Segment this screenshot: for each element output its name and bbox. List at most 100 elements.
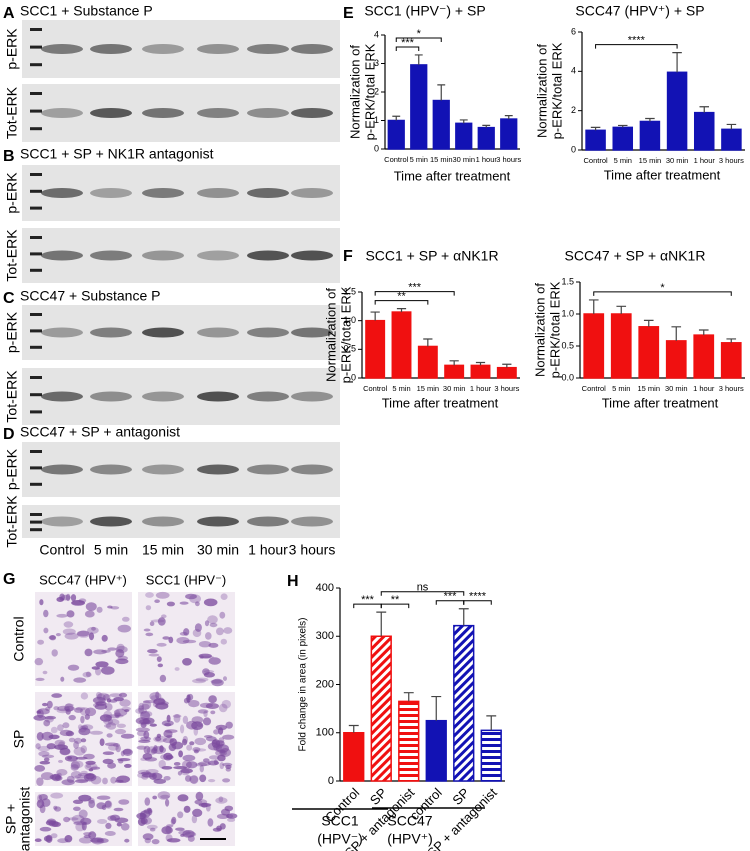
column-header: SCC47 (HPV⁺) [39, 572, 127, 587]
stained-cell [116, 822, 122, 827]
stained-cell [195, 791, 204, 801]
blot-row-label: p-ERK [4, 311, 20, 353]
stained-cell [161, 766, 173, 770]
stained-cell [46, 743, 56, 750]
row-label: Control [11, 616, 27, 661]
stained-cell [36, 710, 41, 714]
stained-cell [120, 733, 135, 739]
stained-cell [145, 605, 152, 611]
chart-title: SCC1 (HPV⁻) + SP [364, 3, 485, 19]
stained-cell [36, 732, 44, 741]
stained-cell [74, 707, 83, 713]
stained-cell [67, 664, 80, 671]
x-tick-label: 1 hour [476, 155, 498, 164]
y-tick-label: 300 [316, 630, 334, 642]
stained-cell [91, 626, 96, 631]
stained-cell [147, 649, 158, 654]
stained-cell [198, 653, 212, 659]
stained-cell [64, 705, 75, 712]
protein-band [41, 250, 83, 261]
significance-bracket [380, 591, 465, 596]
error-bar [504, 115, 513, 120]
significance-label: *** [444, 591, 458, 603]
stained-cell [118, 759, 124, 764]
bar [453, 624, 475, 782]
stained-cell [192, 628, 202, 638]
x-axis-label: Time after treatment [602, 395, 719, 410]
ladder-band [30, 252, 42, 256]
stained-cell [160, 701, 169, 706]
stained-cell [105, 822, 112, 830]
stained-cell [195, 762, 208, 767]
stained-cell [99, 738, 105, 746]
stained-cell [113, 697, 124, 702]
stained-cell [105, 722, 117, 730]
stained-cell [211, 678, 224, 687]
bar [721, 128, 742, 151]
error-bar [726, 338, 737, 343]
micrograph [35, 592, 132, 686]
stained-cell [89, 730, 103, 735]
stained-cell [104, 831, 116, 836]
lane-label: 15 min [142, 542, 184, 558]
significance-bracket [395, 37, 442, 42]
stained-cell [102, 758, 114, 765]
protein-band [197, 516, 239, 527]
y-axis-label: Fold change in area (in pixels) [298, 618, 309, 752]
lane-label: 30 min [197, 542, 239, 558]
stained-cell [208, 695, 217, 704]
protein-band [41, 44, 83, 54]
bar [432, 99, 450, 150]
stained-cell [75, 756, 88, 760]
stained-cell [54, 744, 68, 750]
stained-cell [73, 740, 79, 749]
stained-cell [154, 599, 160, 603]
blot-row-label: p-ERK [4, 28, 20, 70]
stained-cell [78, 598, 87, 603]
lane-label: 3 hours [289, 542, 336, 558]
stained-cell [222, 734, 235, 740]
stained-cell [68, 714, 76, 721]
stained-cell [215, 724, 227, 731]
stained-cell [66, 610, 75, 618]
y-tick-label: 0 [571, 144, 576, 154]
stained-cell [116, 723, 126, 728]
stained-cell [62, 628, 76, 635]
stained-cell [84, 648, 93, 657]
stained-cell [64, 835, 73, 843]
protein-band [291, 108, 333, 118]
y-tick-label: 3 [374, 58, 379, 68]
ladder-band [30, 376, 42, 379]
stained-cell [203, 672, 215, 678]
significance-bracket [595, 44, 678, 49]
stained-cell [199, 655, 204, 659]
stained-cell [218, 796, 224, 803]
stained-cell [199, 764, 204, 773]
protein-band [291, 516, 333, 527]
stained-cell [165, 798, 170, 807]
significance-label: *** [401, 37, 415, 49]
group-sub: (HPV⁺) [387, 831, 433, 847]
stained-cell [194, 737, 207, 746]
stained-cell [70, 761, 81, 770]
stained-cell [220, 593, 228, 600]
stained-cell [182, 754, 196, 762]
stained-cell [153, 735, 167, 743]
stained-cell [41, 754, 55, 759]
x-tick-label: 3 hours [496, 155, 521, 164]
stained-cell [70, 760, 84, 769]
group-name: SCC47 [387, 813, 432, 829]
error-bar [403, 692, 414, 702]
stained-cell [213, 759, 218, 765]
stained-cell [115, 744, 121, 753]
stained-cell [82, 725, 89, 730]
ladder-band [30, 173, 42, 176]
stained-cell [169, 738, 177, 746]
protein-band [291, 188, 333, 198]
protein-band [90, 327, 132, 338]
stained-cell [140, 817, 148, 825]
y-tick-label: 4 [374, 29, 379, 39]
bar [610, 313, 632, 379]
error-bar [423, 338, 433, 347]
stained-cell [225, 721, 233, 729]
